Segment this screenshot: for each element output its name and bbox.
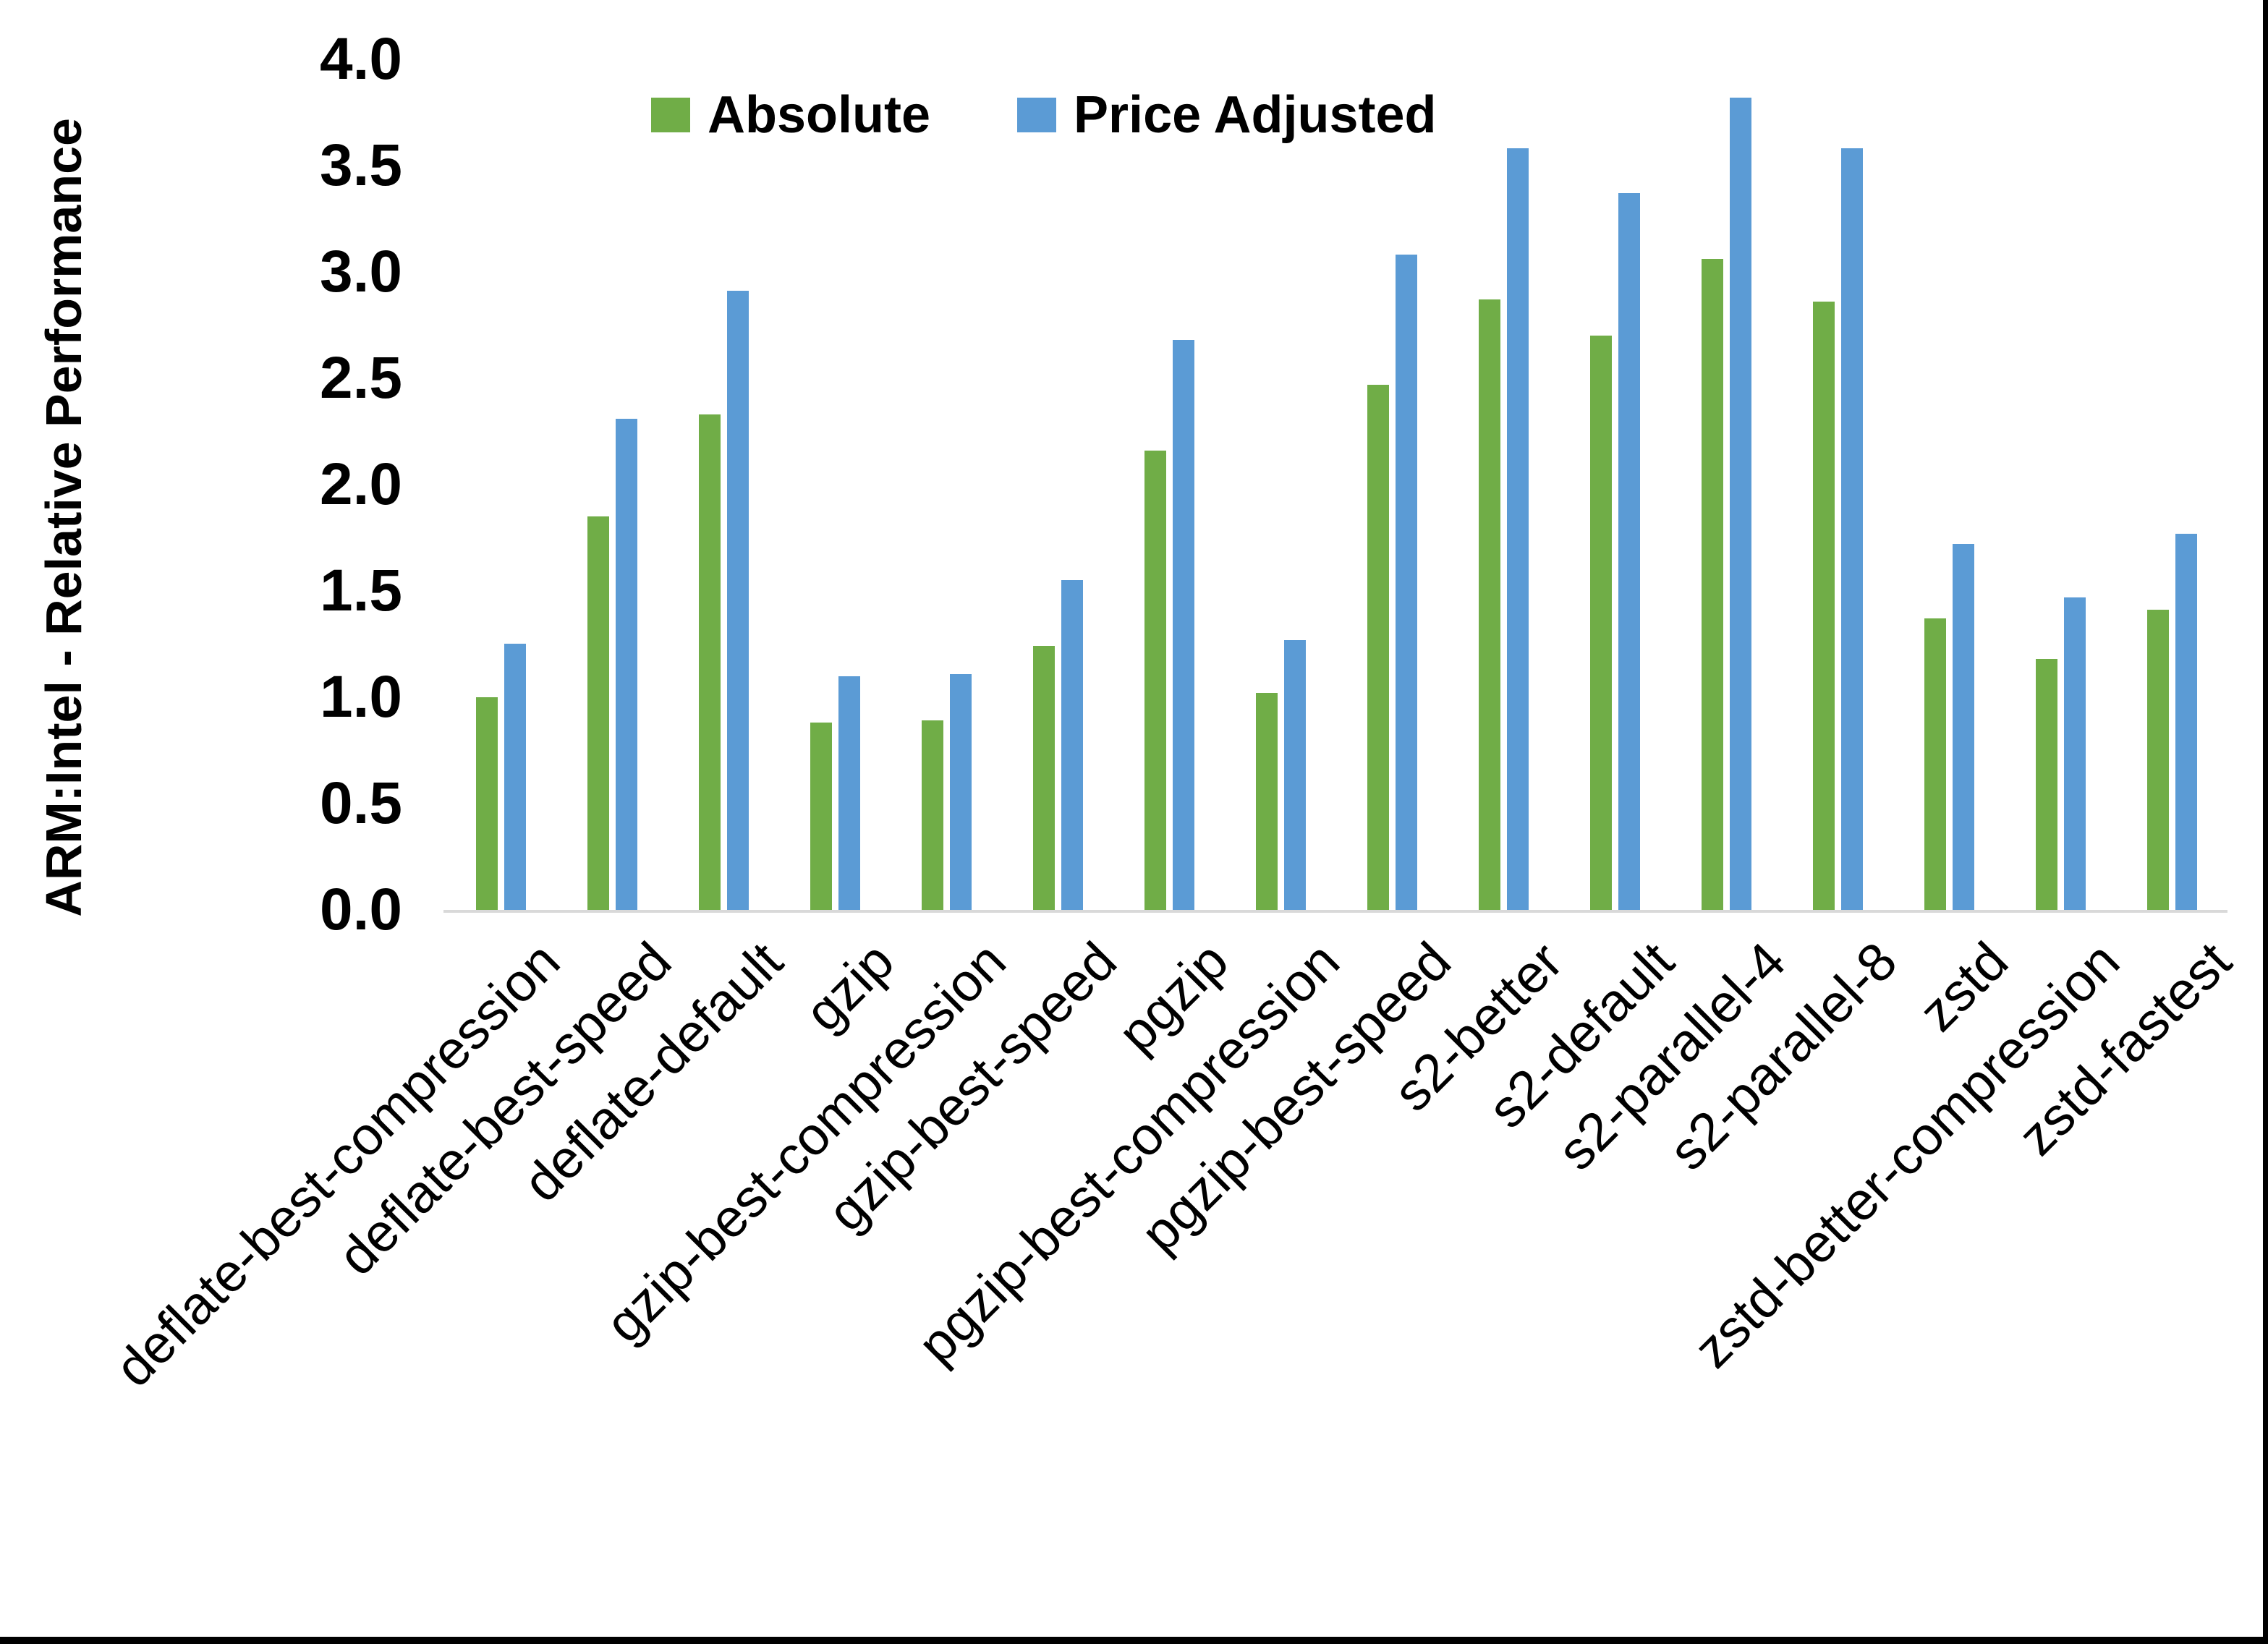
- legend-marker-price-adjusted: [1017, 98, 1057, 132]
- bar-price-adjusted: [1061, 580, 1083, 910]
- bar-absolute: [1479, 299, 1500, 910]
- y-tick-label: 4.0: [320, 26, 402, 92]
- bar-absolute: [1144, 451, 1166, 910]
- x-axis-line: [443, 910, 2227, 913]
- bar-absolute: [1256, 693, 1278, 910]
- bar-absolute: [587, 516, 609, 910]
- legend-marker-absolute: [651, 98, 690, 132]
- bar-price-adjusted: [1618, 193, 1640, 910]
- bar-price-adjusted: [1841, 148, 1863, 910]
- bar-absolute: [1590, 336, 1612, 910]
- bar-absolute: [1924, 618, 1946, 910]
- category-label: deflate-best-compression: [103, 930, 572, 1398]
- bar-absolute: [810, 723, 832, 910]
- bar-absolute: [2147, 610, 2169, 910]
- y-tick-label: 3.0: [320, 239, 402, 304]
- bar-price-adjusted: [2175, 534, 2197, 910]
- bar-price-adjusted: [616, 419, 637, 910]
- legend-label-price-adjusted: Price Adjusted: [1074, 86, 1437, 144]
- y-axis-title-text: ARM:Intel - Relative Performance: [35, 117, 92, 917]
- y-tick-label: 0.0: [320, 877, 402, 942]
- bar-price-adjusted: [950, 674, 972, 910]
- bar-price-adjusted: [1284, 640, 1306, 910]
- legend-label-absolute: Absolute: [708, 86, 931, 144]
- y-tick-label: 2.5: [320, 345, 402, 411]
- legend-item-absolute: Absolute: [651, 85, 930, 145]
- bar-absolute: [922, 720, 943, 910]
- bar-price-adjusted: [2064, 597, 2086, 910]
- bar-absolute: [1702, 259, 1723, 910]
- y-tick-label: 1.0: [320, 664, 402, 730]
- legend-item-price-adjusted: Price Adjusted: [1017, 85, 1436, 145]
- y-axis-title: ARM:Intel - Relative Performance: [20, 51, 107, 984]
- bar-absolute: [1033, 646, 1055, 910]
- bottom-border: [0, 1637, 2268, 1644]
- bar-absolute: [476, 697, 498, 910]
- bar-price-adjusted: [1507, 148, 1529, 910]
- bar-price-adjusted: [1396, 255, 1417, 910]
- bar-absolute: [699, 414, 721, 910]
- bar-absolute: [1367, 385, 1389, 910]
- bar-price-adjusted: [727, 291, 749, 910]
- bar-absolute: [2036, 659, 2057, 910]
- y-tick-label: 3.5: [320, 132, 402, 198]
- bar-absolute: [1813, 302, 1835, 910]
- bar-price-adjusted: [1953, 544, 1974, 910]
- bar-price-adjusted: [504, 644, 526, 910]
- y-tick-label: 0.5: [320, 770, 402, 836]
- right-border: [2263, 0, 2268, 1644]
- bar-price-adjusted: [1730, 98, 1751, 910]
- y-tick-label: 2.0: [320, 451, 402, 517]
- legend: Absolute Price Adjusted: [651, 85, 1436, 145]
- y-tick-label: 1.5: [320, 558, 402, 623]
- bar-price-adjusted: [838, 676, 860, 910]
- bar-price-adjusted: [1173, 340, 1194, 910]
